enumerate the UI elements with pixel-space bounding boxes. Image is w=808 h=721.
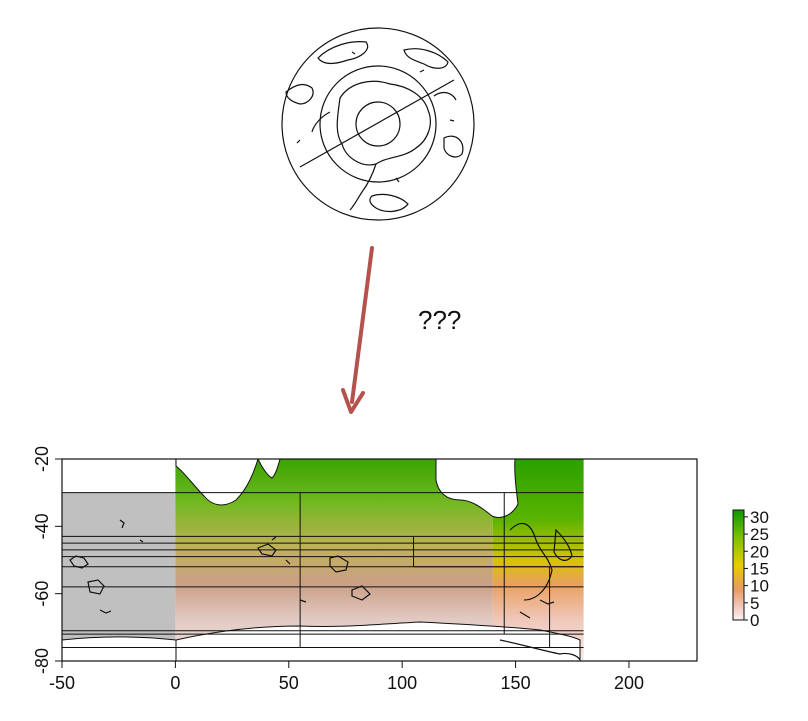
coastline-7 — [509, 522, 553, 601]
coastline-6 — [271, 536, 307, 603]
x-tick-label: 50 — [279, 673, 299, 693]
legend-tick-label: 15 — [750, 559, 769, 578]
legend-tick-label: 5 — [750, 594, 759, 613]
coastline-2 — [99, 519, 144, 614]
question-annotation: ??? — [418, 305, 462, 335]
y-tick-label: -40 — [32, 513, 52, 539]
x-tick-label: 100 — [387, 673, 417, 693]
y-tick-label: -20 — [32, 446, 52, 472]
down-arrow-icon — [341, 246, 374, 414]
coastlines — [69, 519, 581, 661]
land-mask-2 — [435, 458, 519, 518]
land-masks — [61, 458, 581, 662]
x-axis: -50 0 50 100 150 200 — [49, 661, 644, 693]
legend-tick-label: 0 — [750, 611, 759, 630]
land-mask-0 — [175, 458, 259, 506]
coastline-9 — [519, 599, 555, 619]
plot-frame — [61, 458, 698, 662]
land-mask-1 — [257, 458, 281, 479]
y-tick-label: -60 — [32, 581, 52, 607]
x-tick-label: 200 — [614, 673, 644, 693]
coastline-1 — [87, 579, 105, 595]
grid-lines — [62, 492, 584, 649]
x-tick-label: 0 — [170, 673, 180, 693]
coastline-10 — [499, 639, 581, 661]
south-polar-stereographic-map-icon — [281, 27, 475, 221]
x-tick-label: -50 — [49, 673, 75, 693]
legend-color-bar — [732, 509, 745, 621]
x-tick-label: 150 — [501, 673, 531, 693]
coastline-3 — [257, 543, 277, 557]
land-mask-4 — [61, 636, 177, 662]
coastline-4 — [329, 555, 349, 573]
coastline-0 — [69, 555, 89, 569]
legend-tick-label: 30 — [750, 508, 769, 527]
heatmap-plot: -50 0 50 100 150 200 -20 -40 -60 -80 — [32, 446, 698, 693]
legend-tick-label: 10 — [750, 577, 769, 596]
y-tick-label: -80 — [32, 648, 52, 674]
masked-region — [62, 492, 176, 648]
coastline-8 — [553, 528, 573, 561]
legend-tick-label: 25 — [750, 525, 769, 544]
y-axis: -20 -40 -60 -80 — [32, 446, 62, 674]
legend-tick-label: 20 — [750, 542, 769, 561]
coastline-5 — [351, 585, 371, 601]
